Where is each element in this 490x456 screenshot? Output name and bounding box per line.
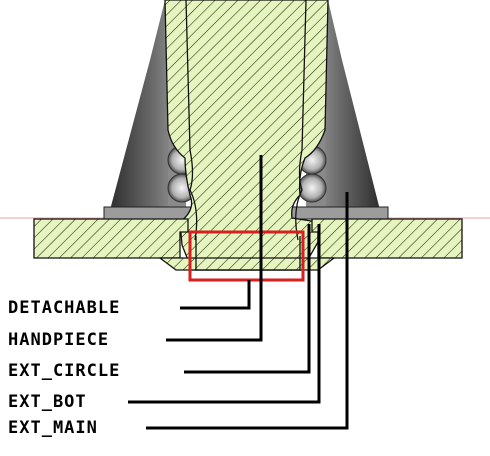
detachable-highlight-box xyxy=(188,230,305,282)
cone-left-shade xyxy=(110,0,182,210)
label-ext-main: EXT_MAIN xyxy=(8,418,98,438)
label-ext-circle: EXT_CIRCLE xyxy=(8,361,121,381)
cone-right-shade xyxy=(312,0,380,210)
leader-ext-bot xyxy=(128,224,321,404)
flange-plate-left xyxy=(33,218,189,259)
leader-ext-circle xyxy=(184,224,311,374)
leader-ext-main xyxy=(146,192,349,430)
handpiece-inner-left-edge xyxy=(185,0,198,241)
leader-detachable xyxy=(180,280,251,310)
label-handpiece: HANDPIECE xyxy=(8,330,110,350)
flange-plate-right xyxy=(311,218,463,259)
detachable-tip-outline xyxy=(195,236,301,271)
label-detachable: DETACHABLE xyxy=(8,298,121,318)
leader-handpiece xyxy=(166,155,263,342)
label-ext-bot: EXT_BOT xyxy=(8,392,87,412)
handpiece-inner-right-edge xyxy=(295,0,307,241)
ext-circle-right-lower xyxy=(297,173,327,203)
